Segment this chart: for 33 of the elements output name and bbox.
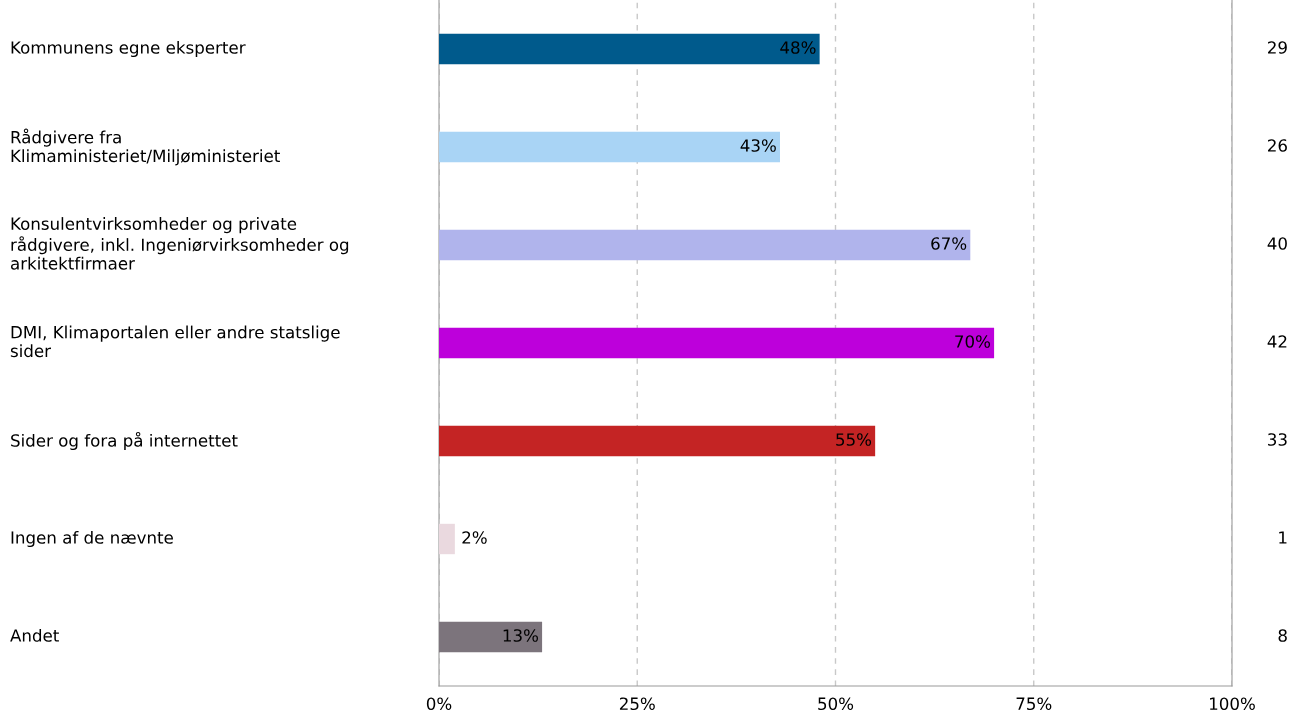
text: 42 bbox=[1267, 335, 1287, 348]
data-label: 55% bbox=[836, 433, 872, 446]
data-label: 2% bbox=[462, 531, 487, 544]
y-tick-label: Andet bbox=[10, 628, 59, 642]
x-tick-label: 100% bbox=[1210, 697, 1255, 711]
bar bbox=[439, 229, 971, 261]
x-tick-label: 0% bbox=[426, 697, 452, 711]
data-label: 48% bbox=[780, 41, 816, 54]
y-tick-label: Ingen af de nævnte bbox=[11, 530, 173, 548]
bar bbox=[439, 621, 543, 653]
bar bbox=[439, 327, 995, 359]
y-tick-label: Konsulentvirksomheder og private rådgivere, inkl. Ingeniørvirksomheder og arkitektfirmaer bbox=[11, 217, 349, 270]
text: 8 bbox=[1278, 629, 1287, 642]
text: 26 bbox=[1268, 139, 1287, 152]
y-tick-label: Kommunens egne eksperter bbox=[11, 40, 246, 58]
x-tick-label: 25% bbox=[619, 697, 655, 711]
x-tick-label: 50% bbox=[818, 697, 854, 711]
text: 40 bbox=[1267, 237, 1287, 250]
text: 29 bbox=[1268, 41, 1287, 54]
bar bbox=[439, 523, 455, 555]
y-tick-label: DMI, Klimaportalen eller andre statslige sider bbox=[10, 325, 340, 358]
x-tick-label: 75% bbox=[1016, 697, 1052, 711]
text: 1 bbox=[1279, 531, 1287, 544]
data-label: 70% bbox=[955, 335, 991, 348]
data-label: 67% bbox=[931, 237, 967, 250]
bar bbox=[439, 425, 876, 457]
data-label: 13% bbox=[503, 629, 538, 642]
y-tick-label: Rådgivere fra Klimaministeriet/Miljøministeriet bbox=[11, 128, 280, 166]
data-label: 43% bbox=[740, 139, 776, 152]
bar bbox=[439, 131, 780, 163]
y-tick-label: Sider og fora på internettet bbox=[11, 431, 238, 451]
text: 33 bbox=[1268, 433, 1287, 446]
bar bbox=[439, 33, 820, 65]
